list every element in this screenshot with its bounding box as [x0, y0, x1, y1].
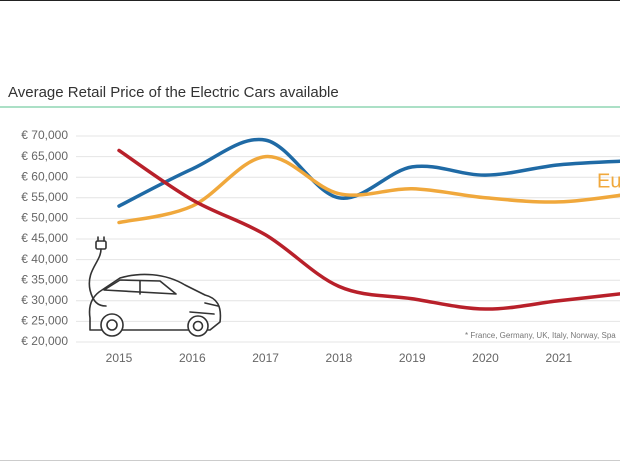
x-tick-label: 2018 — [326, 351, 353, 365]
y-tick-label: € 70,000 — [21, 128, 68, 142]
y-tick-label: € 50,000 — [21, 211, 68, 225]
car-icon — [88, 236, 222, 337]
y-tick-label: € 65,000 — [21, 149, 68, 163]
x-tick-label: 2015 — [106, 351, 133, 365]
x-tick-label: 2020 — [472, 351, 499, 365]
y-tick-label: € 40,000 — [21, 252, 68, 266]
y-tick-label: € 55,000 — [21, 190, 68, 204]
series-line — [117, 154, 620, 225]
y-tick-label: € 45,000 — [21, 231, 68, 245]
series-line — [117, 148, 620, 311]
x-tick-label: 2019 — [399, 351, 426, 365]
x-tick-label: 2017 — [252, 351, 279, 365]
y-tick-label: € 30,000 — [21, 293, 68, 307]
x-tick-label: 2021 — [545, 351, 572, 365]
chart-title: Average Retail Price of the Electric Car… — [8, 84, 339, 101]
y-tick-label: € 35,000 — [21, 272, 68, 286]
footnote: * France, Germany, UK, Italy, Norway, Sp… — [465, 331, 616, 340]
x-tick-label: 2016 — [179, 351, 206, 365]
y-tick-label: € 60,000 — [21, 169, 68, 183]
y-tick-label: € 25,000 — [21, 314, 68, 328]
series-line — [117, 137, 620, 208]
grid: € 20,000 € 25,000 € 30,000 € 35,000 € 40,000… — [21, 128, 620, 365]
y-tick-label: € 20,000 — [21, 334, 68, 348]
series-annotation: Eu — [597, 170, 620, 192]
lines — [117, 137, 620, 311]
